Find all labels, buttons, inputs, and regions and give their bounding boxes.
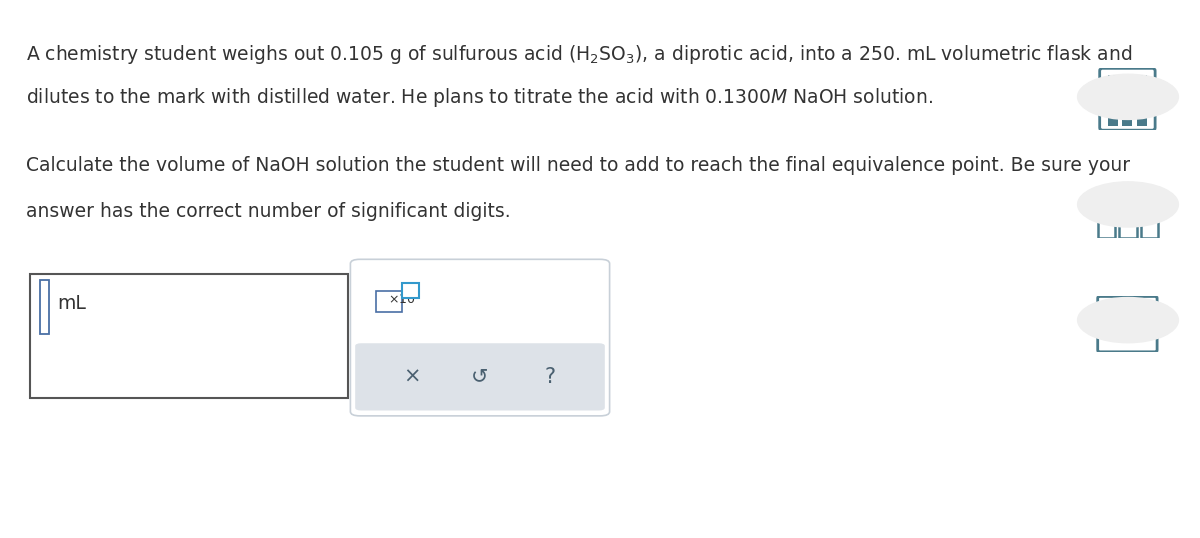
Text: A chemistry student weighs out 0.105 g of sulfurous acid $\left(\mathrm{H_2SO_3}: A chemistry student weighs out 0.105 g o…: [26, 43, 1133, 66]
Text: ?: ?: [544, 366, 556, 387]
FancyBboxPatch shape: [1098, 296, 1157, 352]
FancyBboxPatch shape: [1136, 118, 1146, 126]
Text: mL: mL: [58, 294, 86, 314]
FancyBboxPatch shape: [1098, 207, 1115, 238]
Text: 18: 18: [1122, 303, 1133, 312]
FancyBboxPatch shape: [1136, 105, 1146, 114]
Text: $\times$10: $\times$10: [388, 293, 415, 306]
FancyBboxPatch shape: [1136, 93, 1146, 101]
Text: answer has the correct number of significant digits.: answer has the correct number of signifi…: [26, 202, 511, 221]
Text: Ar: Ar: [1117, 322, 1138, 340]
FancyBboxPatch shape: [1108, 105, 1117, 114]
FancyBboxPatch shape: [1120, 184, 1136, 238]
Text: ↺: ↺: [472, 366, 488, 387]
Text: dilutes to the mark with distilled water. He plans to titrate the acid with $0.1: dilutes to the mark with distilled water…: [26, 86, 934, 109]
Text: ×: ×: [403, 366, 420, 387]
FancyBboxPatch shape: [1108, 93, 1117, 101]
FancyBboxPatch shape: [1122, 118, 1132, 126]
FancyBboxPatch shape: [1122, 93, 1132, 101]
FancyBboxPatch shape: [1108, 75, 1147, 86]
FancyBboxPatch shape: [1122, 105, 1132, 114]
FancyBboxPatch shape: [1108, 118, 1117, 126]
Text: Calculate the volume of NaOH solution the student will need to add to reach the : Calculate the volume of NaOH solution th…: [26, 156, 1130, 175]
FancyBboxPatch shape: [1141, 197, 1158, 238]
FancyBboxPatch shape: [1099, 68, 1156, 130]
